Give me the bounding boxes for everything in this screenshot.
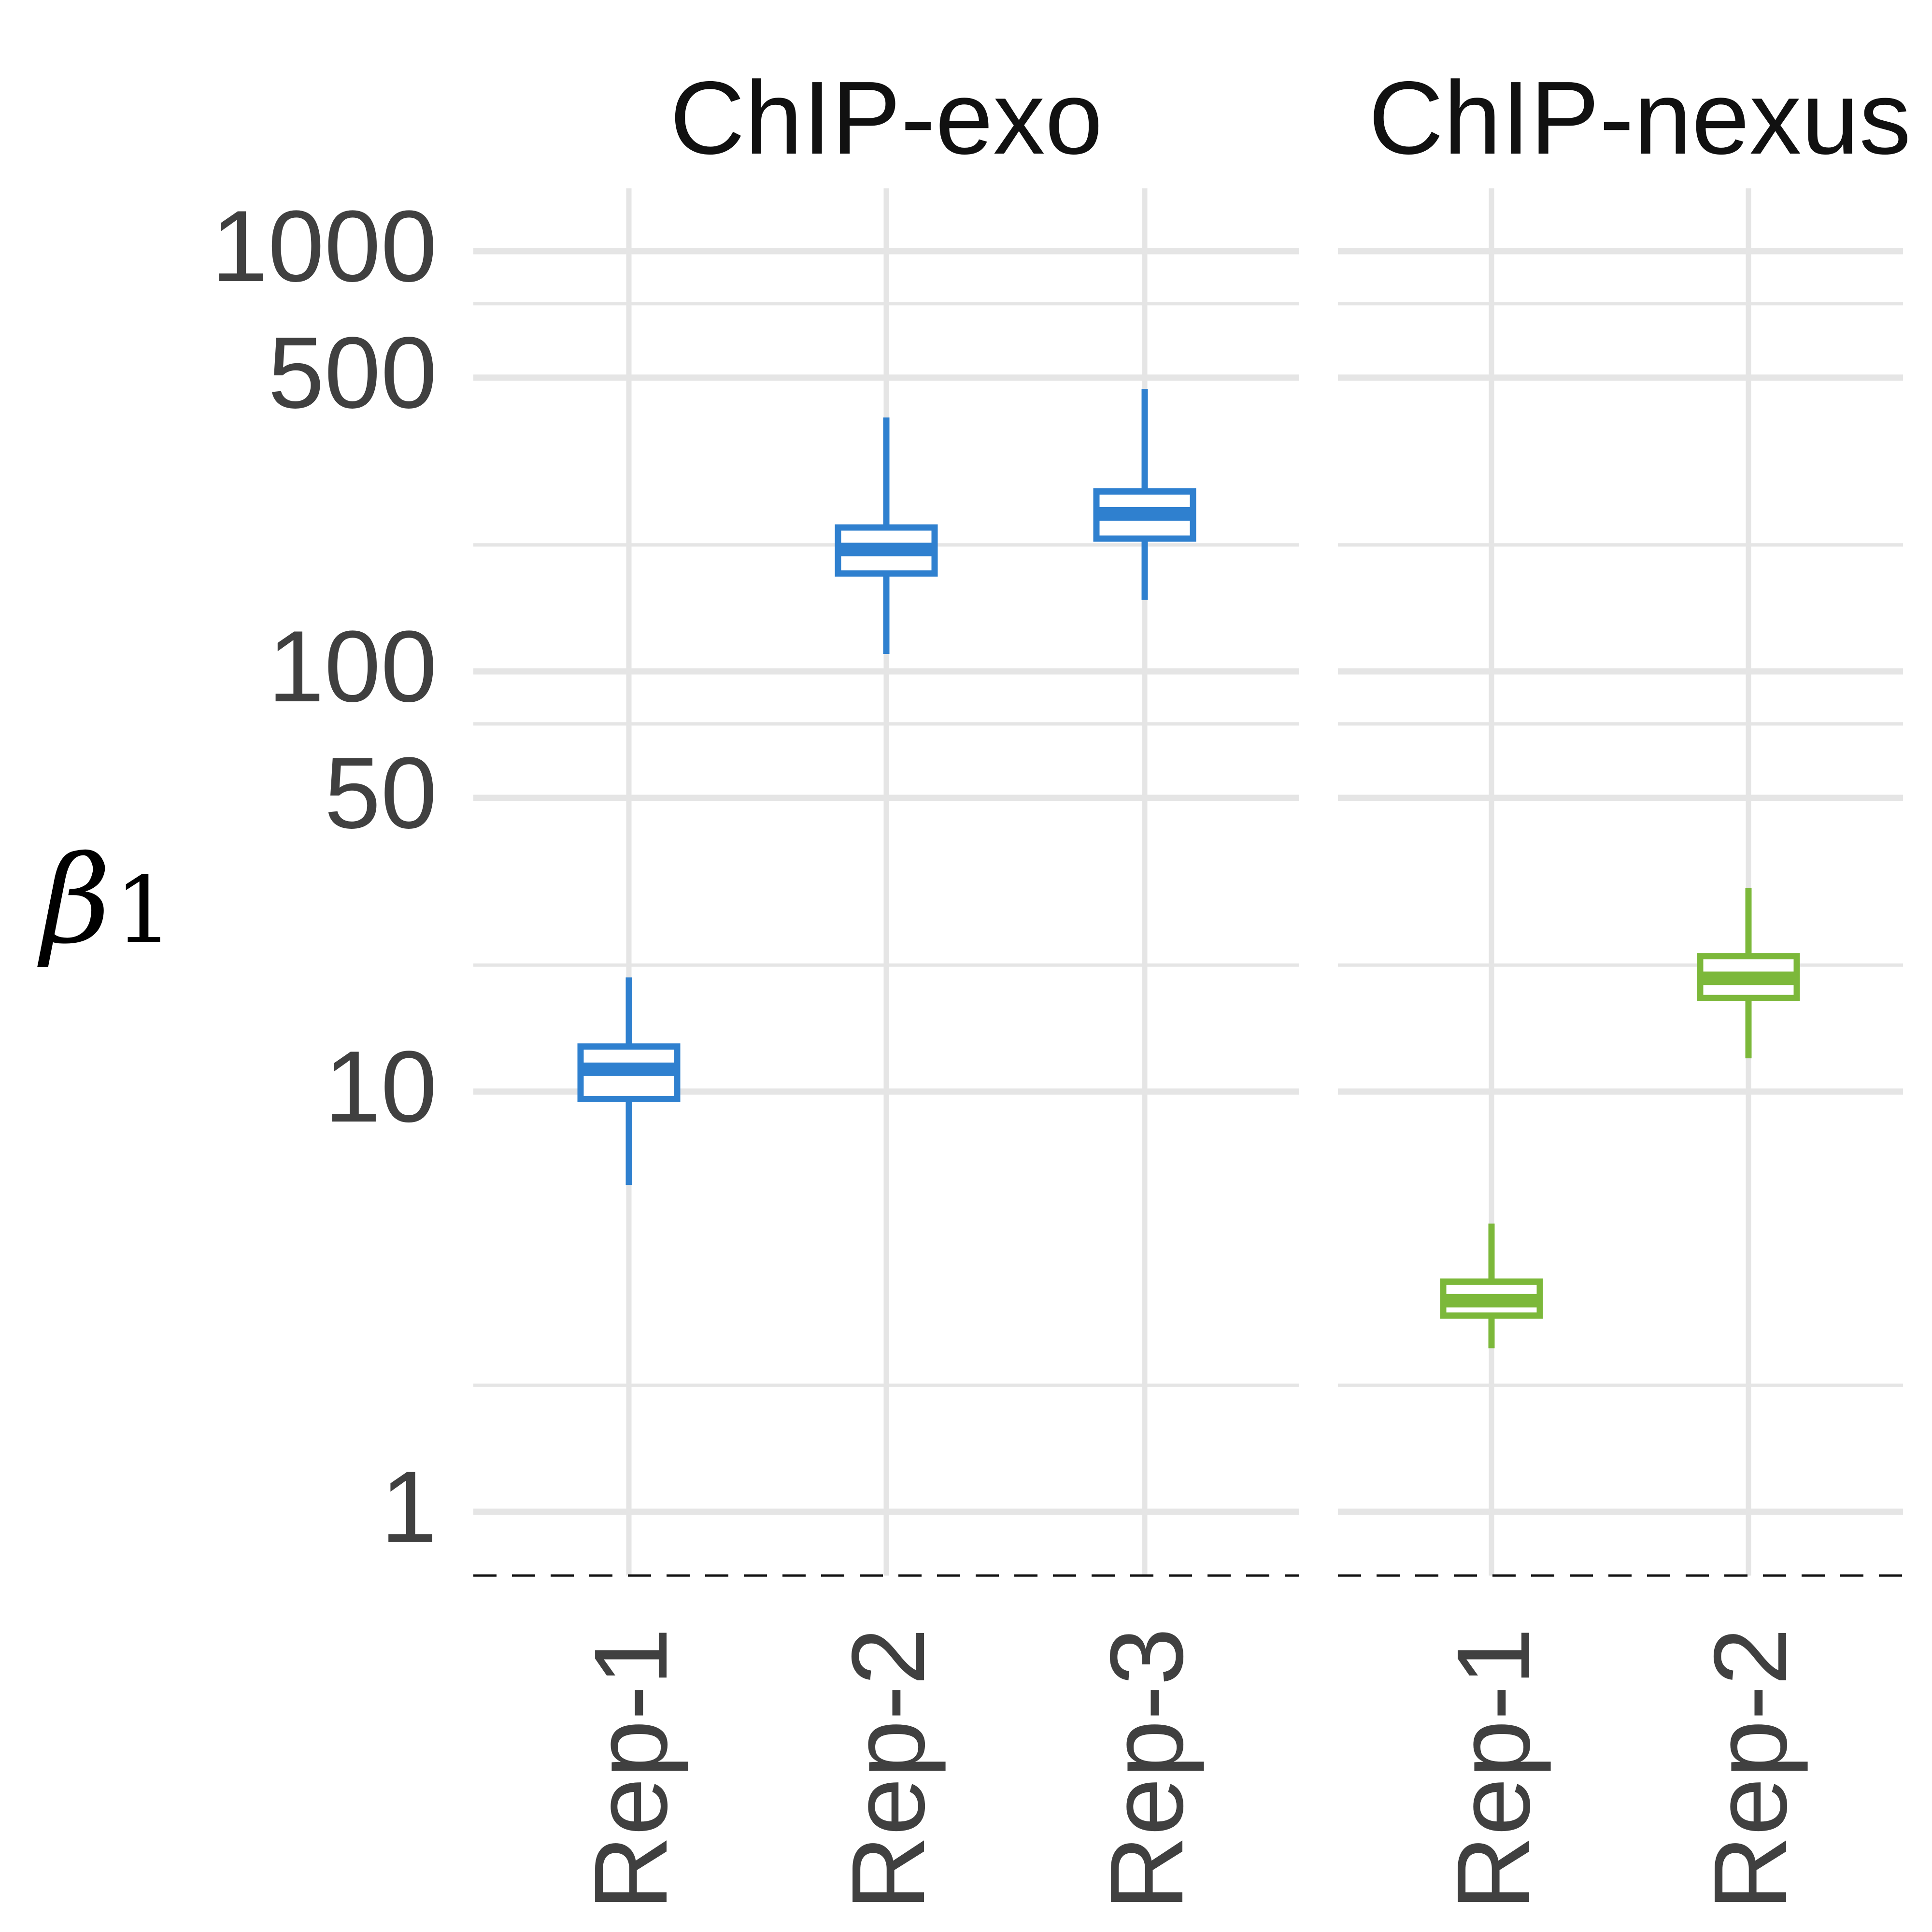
y-axis-title-symbol: β	[37, 830, 111, 970]
y-tick-label: 10	[324, 1030, 437, 1143]
box-ChIP-nexus-Rep-2	[1697, 888, 1800, 1059]
y-tick-label: 100	[268, 610, 437, 723]
grid-layer	[473, 188, 1903, 1576]
box-layer	[577, 389, 1800, 1349]
facet-title: ChIP-nexus	[1368, 59, 1911, 176]
y-tick-label: 1	[381, 1450, 437, 1563]
x-tick-label: Rep-1	[572, 1628, 689, 1911]
x-tick-label: Rep-2	[1692, 1628, 1808, 1911]
box-ChIP-exo-Rep-3	[1093, 389, 1196, 600]
x-tick-label: Rep-1	[1435, 1628, 1551, 1911]
y-tick-label: 1000	[212, 189, 437, 303]
y-axis-title-subscript: 1	[115, 857, 173, 964]
facet-title: ChIP-exo	[670, 59, 1103, 176]
x-tick-label: Rep-2	[830, 1628, 946, 1911]
box-ChIP-exo-Rep-2	[835, 417, 938, 654]
y-tick-label: 50	[324, 736, 437, 850]
box-ChIP-nexus-Rep-1	[1440, 1223, 1543, 1349]
label-layer: 1 10 50 100 500 1000 ChIP-exo Rep-1 Rep-2 Rep-3 Ch…	[212, 59, 1911, 1911]
y-tick-label: 500	[268, 316, 437, 429]
y-axis-title: β1	[37, 830, 173, 970]
box-ChIP-exo-Rep-1	[577, 977, 681, 1185]
x-tick-label: Rep-3	[1088, 1628, 1205, 1911]
